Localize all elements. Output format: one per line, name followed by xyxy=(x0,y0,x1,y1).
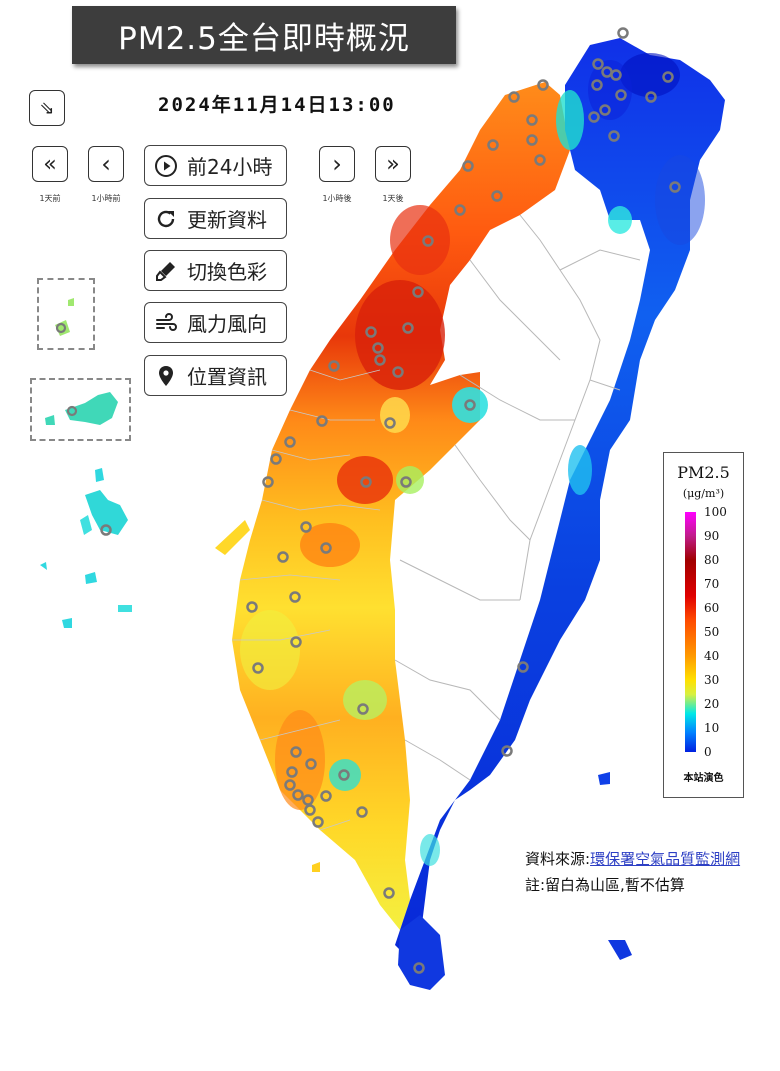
data-source-prefix: 資料來源: xyxy=(525,850,591,868)
orchid-island xyxy=(608,940,632,960)
kinmen-inset-islands xyxy=(45,392,118,425)
chevron-right-icon: › xyxy=(332,150,342,178)
hour-back-button[interactable]: ‹ xyxy=(88,146,124,182)
legend-tick: 30 xyxy=(704,673,720,687)
legend-tick: 10 xyxy=(704,721,720,735)
data-source: 資料來源:環保署空氣品質監測網 xyxy=(525,848,740,869)
legend-tick: 90 xyxy=(704,529,720,543)
page-title-text: PM2.5全台即時概況 xyxy=(118,20,410,57)
legend-tick: 40 xyxy=(704,649,720,663)
day-back-button[interactable]: « xyxy=(32,146,68,182)
mountain-note: 註:留白為山區,暫不估算 xyxy=(525,876,685,894)
hour-back-caption: 1小時前 xyxy=(91,194,121,203)
legend-tick: 80 xyxy=(704,553,720,567)
refresh-data-button[interactable]: 更新資料 xyxy=(144,198,287,239)
west-coast-fringe xyxy=(215,520,250,555)
location-info-label: 位置資訊 xyxy=(187,365,267,389)
xiao-liuqiu xyxy=(312,862,320,872)
hour-forward-caption: 1小時後 xyxy=(322,194,352,203)
day-forward-caption: 1天後 xyxy=(382,194,404,203)
map-pin-icon xyxy=(153,363,179,389)
double-chevron-right-icon: » xyxy=(386,151,400,177)
legend-title: PM2.5 xyxy=(677,463,730,482)
day-back-caption: 1天前 xyxy=(39,194,61,203)
wind-icon xyxy=(153,310,179,336)
brush-icon xyxy=(153,258,179,284)
station-markers xyxy=(100,27,681,974)
switch-colors-label: 切換色彩 xyxy=(187,260,267,284)
wind-toggle-label: 風力風向 xyxy=(187,312,267,336)
legend-tick: 60 xyxy=(704,601,720,615)
play-24h-label: 前24小時 xyxy=(187,155,273,179)
refresh-data-label: 更新資料 xyxy=(187,208,267,232)
day-forward-button[interactable]: » xyxy=(375,146,411,182)
north-east-region xyxy=(395,38,725,960)
collapse-arrow-icon: ⇘ xyxy=(39,97,55,119)
collapse-panel-button[interactable]: ⇘ xyxy=(29,90,65,126)
matsu-inset-islands xyxy=(55,298,74,336)
matsu-inset xyxy=(37,278,95,350)
refresh-icon xyxy=(153,206,179,232)
play-24h-button[interactable]: 前24小時 xyxy=(144,145,287,186)
west-plain-region xyxy=(232,82,570,930)
legend-tick: 0 xyxy=(704,745,712,759)
location-info-button[interactable]: 位置資訊 xyxy=(144,355,287,396)
legend-color-bar xyxy=(685,512,696,752)
penghu-islands xyxy=(40,468,132,628)
datetime-label: 2024年11月14日13:00 xyxy=(158,94,396,116)
legend-tick: 70 xyxy=(704,577,720,591)
switch-colors-button[interactable]: 切換色彩 xyxy=(144,250,287,291)
play-circle-icon xyxy=(153,153,179,179)
legend-tick: 50 xyxy=(704,625,720,639)
chevron-left-icon: ‹ xyxy=(101,150,111,178)
page-title: PM2.5全台即時概況 xyxy=(72,6,456,64)
kinmen-inset xyxy=(30,378,131,441)
legend-tick: 100 xyxy=(704,505,727,519)
legend-unit: (μg/m³) xyxy=(682,487,725,500)
pm25-legend: PM2.5 (μg/m³) 100 90 80 70 60 50 40 30 2… xyxy=(663,452,744,798)
hour-forward-button[interactable]: › xyxy=(319,146,355,182)
data-source-link[interactable]: 環保署空氣品質監測網 xyxy=(590,850,741,868)
legend-footer: 本站演色 xyxy=(683,773,724,784)
legend-tick: 20 xyxy=(704,697,720,711)
double-chevron-left-icon: « xyxy=(43,151,57,177)
wind-toggle-button[interactable]: 風力風向 xyxy=(144,302,287,343)
green-island xyxy=(598,772,610,785)
